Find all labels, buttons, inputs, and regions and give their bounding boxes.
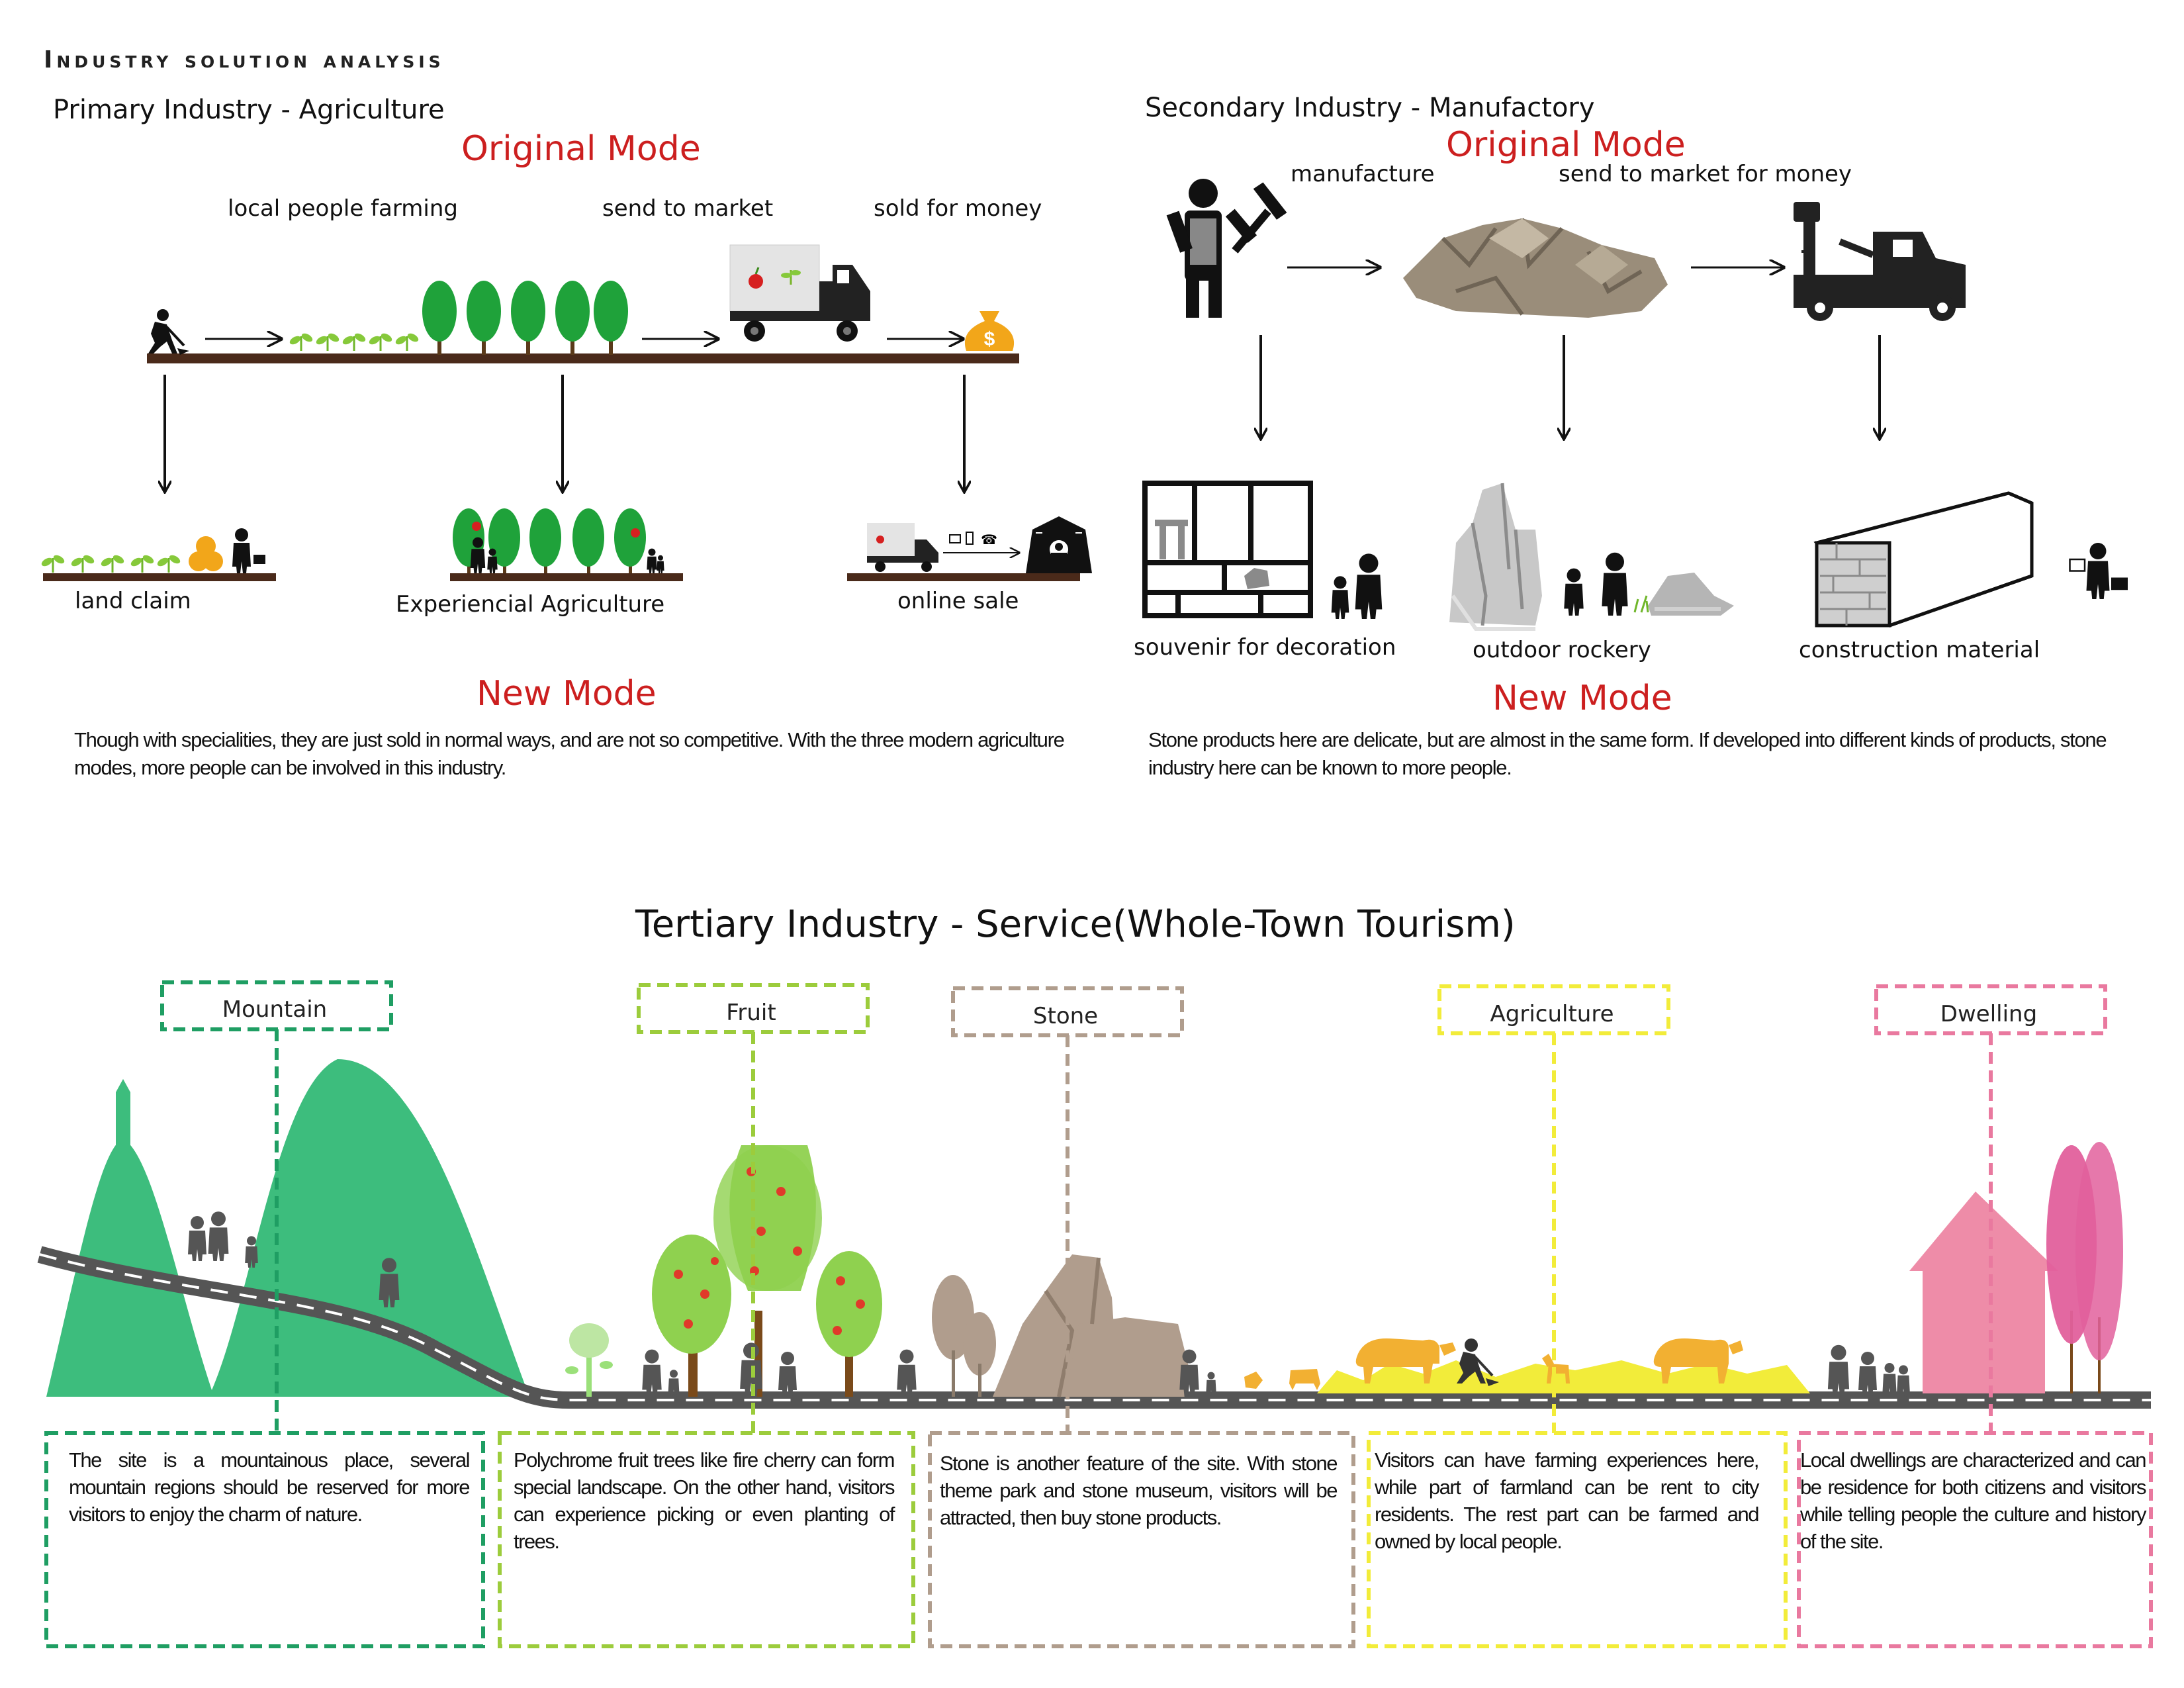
businessman-icon xyxy=(232,528,265,573)
category-description-dwelling: Local dwellings are characterized and ca… xyxy=(1800,1448,2147,1553)
rockery-icon xyxy=(1449,483,1734,631)
category-dwelling xyxy=(1797,984,2153,1648)
category-description-stone: Stone is another feature of the site. Wi… xyxy=(940,1452,1338,1529)
category-label-mountain: Mountain xyxy=(222,996,328,1023)
family-icon xyxy=(1179,1349,1216,1397)
businessman-icon xyxy=(2069,543,2128,599)
secondary-new-mode: New Mode xyxy=(1492,679,1672,718)
svg-text:☎: ☎ xyxy=(981,532,997,547)
page-title: Industry solution analysis xyxy=(44,46,445,73)
category-label-dwelling: Dwelling xyxy=(1940,1001,2038,1027)
money-bag-icon: $ xyxy=(964,311,1015,351)
primary-step-label: sold for money xyxy=(874,195,1042,222)
primary-step-label: local people farming xyxy=(228,195,458,222)
seedling-icon xyxy=(287,330,421,352)
category-label-stone: Stone xyxy=(1032,1003,1099,1029)
truck-icon xyxy=(867,523,938,572)
primary-new-mode: New Mode xyxy=(477,674,657,714)
secondary-note: Stone products here are delicate, but ar… xyxy=(1148,728,2107,779)
secondary-option-label: outdoor rockery xyxy=(1473,637,1651,663)
money-bag-icon xyxy=(189,536,223,571)
farmer-icon xyxy=(148,309,189,355)
category-mountain xyxy=(44,980,485,1648)
tertiary-heading: Tertiary Industry - Service(Whole-Town T… xyxy=(635,903,1516,946)
family-icon xyxy=(1564,552,1628,616)
tree-icon xyxy=(453,508,646,573)
hammer-icon xyxy=(1232,182,1287,254)
ground-line xyxy=(147,353,1019,363)
shelf-icon xyxy=(1142,481,1313,618)
tree-icon xyxy=(2046,1142,2123,1393)
category-agriculture xyxy=(1367,984,1788,1648)
category-label-fruit: Fruit xyxy=(726,1000,776,1026)
primary-original-mode: Original Mode xyxy=(461,129,701,169)
mountain-left xyxy=(46,1059,529,1397)
primary-note: Though with specialities, they are just … xyxy=(74,728,1065,779)
category-description-agriculture: Visitors can have farming experiences he… xyxy=(1375,1448,1760,1553)
tertiary-scene xyxy=(37,980,2153,1648)
category-stone xyxy=(928,986,1355,1648)
truck-icon xyxy=(729,244,870,342)
building-icon xyxy=(1026,516,1092,573)
secondary-step-label: send to market for money xyxy=(1559,161,1852,187)
farmer-icon xyxy=(1457,1338,1499,1386)
category-description-mountain: The site is a mountainous place, several… xyxy=(69,1448,471,1526)
family-icon xyxy=(1331,553,1383,619)
family-icon xyxy=(1827,1344,1910,1397)
farmland xyxy=(1317,1360,1810,1393)
category-label-agriculture: Agriculture xyxy=(1490,1001,1614,1027)
secondary-option-label: construction material xyxy=(1799,637,2040,663)
house-icon xyxy=(1909,1192,2058,1393)
primary-heading: Primary Industry - Agriculture xyxy=(53,95,445,125)
crane-truck-icon xyxy=(1794,202,1966,321)
rockery-icon xyxy=(932,1254,1191,1397)
worker-icon xyxy=(1166,179,1257,318)
secondary-option-label: souvenir for decoration xyxy=(1134,634,1396,661)
svg-text:$: $ xyxy=(984,328,995,350)
category-description-fruit: Polychrome fruit trees like fire cherry … xyxy=(514,1448,895,1553)
secondary-original-mode: Original Mode xyxy=(1446,125,1686,165)
tree-icon xyxy=(565,1145,882,1397)
cattle-icon xyxy=(1244,1338,1743,1390)
secondary-heading: Secondary Industry - Manufactory xyxy=(1145,93,1595,123)
seedling-icon xyxy=(39,552,183,574)
stone-block-icon xyxy=(1813,491,2034,628)
secondary-diagram xyxy=(1142,179,2128,631)
secondary-step-label: manufacture xyxy=(1291,161,1435,187)
primary-diagram: $ xyxy=(39,244,1092,581)
stone-pile-icon xyxy=(1403,218,1668,318)
primary-step-label: send to market xyxy=(602,195,774,222)
primary-option-label: land claim xyxy=(75,588,191,614)
primary-option-label: Experiencial Agriculture xyxy=(396,591,665,618)
primary-option-label: online sale xyxy=(897,588,1019,614)
category-fruit xyxy=(498,983,915,1648)
tree-icon xyxy=(422,281,628,355)
